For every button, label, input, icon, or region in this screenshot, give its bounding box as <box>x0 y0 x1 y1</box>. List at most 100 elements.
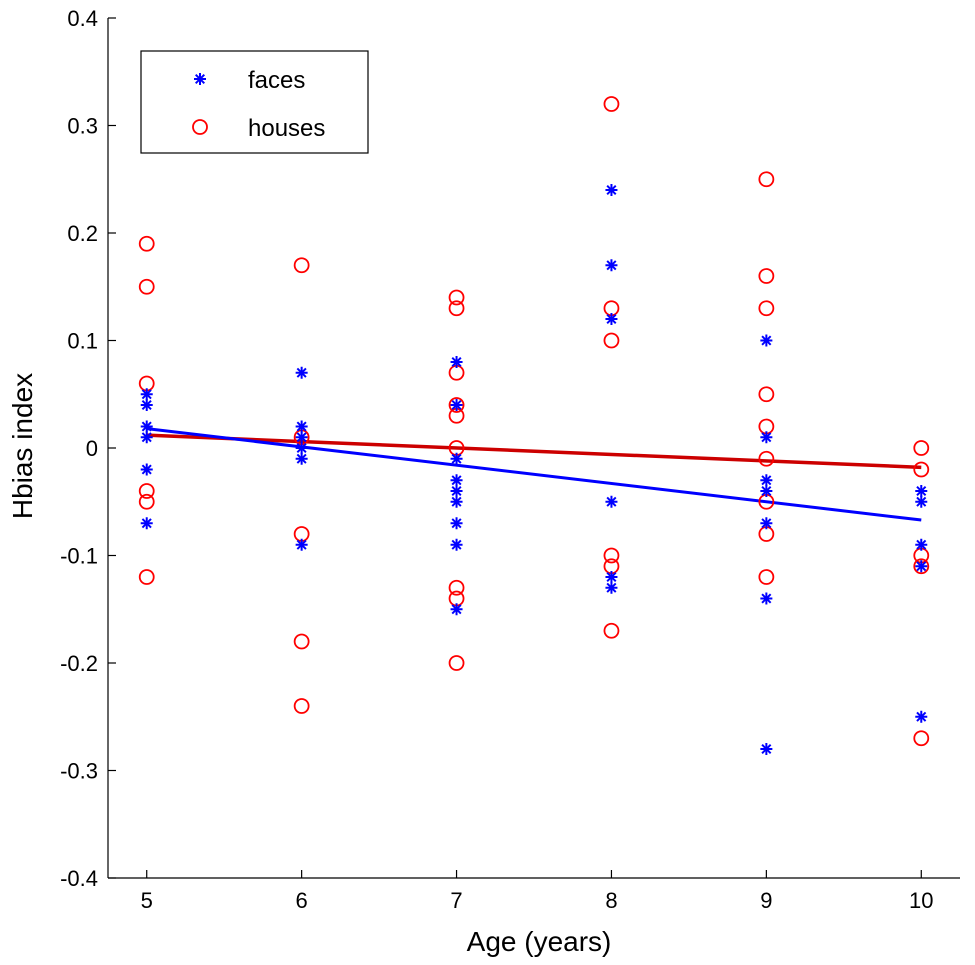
houses-point <box>448 579 465 596</box>
faces-point <box>140 463 153 476</box>
y-tick-label: 0.4 <box>67 6 98 31</box>
asterisk-stroke <box>761 518 772 529</box>
faces-point <box>915 538 928 551</box>
houses-point <box>758 386 775 403</box>
asterisk-stroke <box>761 432 772 443</box>
legend-houses-circle <box>192 119 208 135</box>
houses-point <box>603 547 620 564</box>
faces-point <box>605 184 618 196</box>
asterisk-stroke <box>141 432 152 443</box>
x-axis-title: Age (years) <box>467 926 612 957</box>
x-tick-label: 6 <box>296 888 308 913</box>
houses-point <box>758 569 775 585</box>
faces-point <box>760 517 773 530</box>
faces-point <box>295 431 308 444</box>
asterisk-stroke <box>296 539 307 550</box>
houses-point <box>293 698 310 714</box>
faces-point <box>450 485 463 497</box>
faces-point <box>605 495 618 508</box>
y-axis-title: Hbias index <box>7 373 38 519</box>
y-tick-label: 0 <box>86 436 98 461</box>
houses-point <box>758 300 775 317</box>
houses-point <box>293 633 310 650</box>
faces-point <box>915 560 928 573</box>
legend-label-houses: houses <box>248 115 325 142</box>
faces-point <box>295 452 308 465</box>
legend-houses-marker-icon <box>192 119 208 135</box>
houses-point <box>913 440 930 456</box>
legend-box <box>140 50 369 154</box>
legend-faces-asterisk <box>194 73 206 85</box>
houses-point <box>913 558 930 575</box>
asterisk-stroke <box>296 421 307 432</box>
legend-faces-marker-icon <box>194 73 206 85</box>
legend: faces houses <box>140 50 369 154</box>
faces-point <box>295 366 308 379</box>
faces-point <box>450 452 463 465</box>
x-tick-label: 10 <box>909 888 933 913</box>
faces-point <box>140 399 153 411</box>
y-tick-label: -0.2 <box>60 651 98 676</box>
houses-point <box>138 278 155 295</box>
faces-point <box>915 710 928 723</box>
faces-point <box>605 259 618 272</box>
houses-point <box>603 96 620 112</box>
y-tick-label: -0.4 <box>60 866 98 891</box>
asterisk-stroke <box>761 593 772 604</box>
y-tick-label: 0.2 <box>67 221 98 246</box>
asterisk-stroke <box>606 496 617 507</box>
houses-point <box>448 655 465 671</box>
asterisk-stroke <box>451 356 462 368</box>
houses-point <box>758 171 775 188</box>
houses-point <box>758 450 775 467</box>
x-tick-label: 8 <box>605 888 617 913</box>
asterisk-stroke <box>451 399 462 411</box>
x-tick-label: 9 <box>760 888 772 913</box>
asterisk-stroke <box>296 432 307 443</box>
faces-point <box>760 431 773 444</box>
houses-point <box>448 300 465 317</box>
faces-point <box>760 334 773 347</box>
houses-point <box>138 493 155 510</box>
asterisk-stroke <box>451 539 462 550</box>
faces-point <box>295 442 308 454</box>
houses-point <box>603 622 620 639</box>
houses-point <box>603 332 620 349</box>
faces-point <box>140 431 153 444</box>
asterisk-stroke <box>451 496 462 507</box>
faces-point <box>450 517 463 530</box>
asterisk-stroke <box>916 561 927 572</box>
y-tick-label: -0.3 <box>60 759 98 784</box>
faces-fit-line <box>146 427 922 522</box>
asterisk-stroke <box>141 464 152 475</box>
faces-point <box>450 356 463 368</box>
faces-point <box>915 485 928 497</box>
asterisk-stroke <box>606 582 617 593</box>
asterisk-stroke <box>451 475 462 486</box>
houses-point <box>293 257 310 274</box>
faces-point <box>450 495 463 508</box>
faces-point <box>605 313 618 325</box>
asterisk-stroke <box>296 453 307 464</box>
legend-label-faces: faces <box>248 67 305 94</box>
asterisk-stroke <box>916 711 927 722</box>
faces-point <box>450 474 463 487</box>
asterisk-stroke <box>916 496 927 507</box>
faces-point <box>760 485 773 497</box>
faces-point <box>760 474 773 487</box>
y-tick-label: 0.1 <box>67 329 98 354</box>
asterisk-stroke <box>606 313 617 325</box>
faces-point <box>450 538 463 551</box>
houses-point <box>913 730 930 747</box>
houses-point <box>448 397 465 413</box>
houses-point <box>913 461 930 478</box>
asterisk-stroke <box>761 335 772 346</box>
asterisk-stroke <box>606 260 617 271</box>
faces-point <box>760 592 773 605</box>
asterisk-stroke <box>606 571 617 583</box>
y-tick-label: -0.1 <box>60 544 98 569</box>
asterisk-stroke <box>194 73 206 85</box>
houses-point <box>138 569 155 585</box>
asterisk-stroke <box>451 518 462 529</box>
